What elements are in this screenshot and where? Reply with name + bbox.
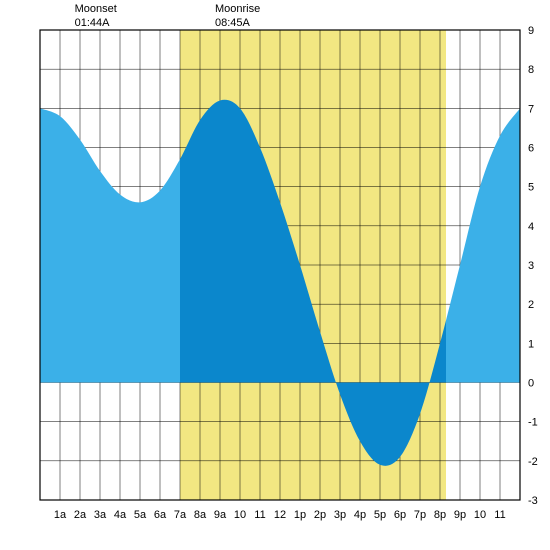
svg-text:10: 10 bbox=[234, 509, 246, 521]
svg-text:9p: 9p bbox=[454, 509, 466, 521]
moonrise-time: 08:45A bbox=[215, 17, 250, 29]
svg-text:7a: 7a bbox=[174, 509, 187, 521]
svg-text:9a: 9a bbox=[214, 509, 227, 521]
annotation-moonset: Moonset 01:44A bbox=[75, 2, 117, 31]
svg-text:8a: 8a bbox=[194, 509, 207, 521]
svg-text:11: 11 bbox=[494, 509, 505, 521]
svg-text:8: 8 bbox=[528, 64, 534, 76]
svg-text:6: 6 bbox=[528, 143, 534, 155]
svg-text:7p: 7p bbox=[414, 509, 426, 521]
svg-text:-3: -3 bbox=[528, 495, 538, 507]
svg-text:3: 3 bbox=[528, 260, 534, 272]
svg-text:4: 4 bbox=[528, 221, 534, 233]
svg-text:8p: 8p bbox=[434, 509, 446, 521]
moonset-time: 01:44A bbox=[75, 17, 110, 29]
svg-text:10: 10 bbox=[474, 509, 486, 521]
moonset-title: Moonset bbox=[75, 3, 117, 15]
svg-text:2a: 2a bbox=[74, 509, 87, 521]
svg-text:1: 1 bbox=[528, 338, 534, 350]
svg-text:4a: 4a bbox=[114, 509, 127, 521]
svg-text:3p: 3p bbox=[334, 509, 346, 521]
annotation-moonrise: Moonrise 08:45A bbox=[215, 2, 260, 31]
svg-text:3a: 3a bbox=[94, 509, 107, 521]
svg-text:2: 2 bbox=[528, 299, 534, 311]
svg-text:-2: -2 bbox=[528, 456, 538, 468]
svg-text:12: 12 bbox=[274, 509, 286, 521]
svg-text:-1: -1 bbox=[528, 417, 538, 429]
svg-text:7: 7 bbox=[528, 103, 534, 115]
svg-text:1a: 1a bbox=[54, 509, 67, 521]
svg-text:6a: 6a bbox=[154, 509, 167, 521]
svg-text:0: 0 bbox=[528, 378, 534, 390]
svg-text:5: 5 bbox=[528, 182, 534, 194]
moonrise-title: Moonrise bbox=[215, 3, 260, 15]
tide-chart: Moonset 01:44A Moonrise 08:45A -3-2-1012… bbox=[0, 0, 550, 550]
svg-text:11: 11 bbox=[254, 509, 265, 521]
svg-text:5p: 5p bbox=[374, 509, 386, 521]
svg-text:2p: 2p bbox=[314, 509, 326, 521]
svg-text:9: 9 bbox=[528, 25, 534, 37]
svg-text:1p: 1p bbox=[294, 509, 306, 521]
svg-text:5a: 5a bbox=[134, 509, 147, 521]
chart-svg: -3-2-101234567891a2a3a4a5a6a7a8a9a101112… bbox=[0, 0, 550, 550]
svg-text:4p: 4p bbox=[354, 509, 366, 521]
svg-text:6p: 6p bbox=[394, 509, 406, 521]
